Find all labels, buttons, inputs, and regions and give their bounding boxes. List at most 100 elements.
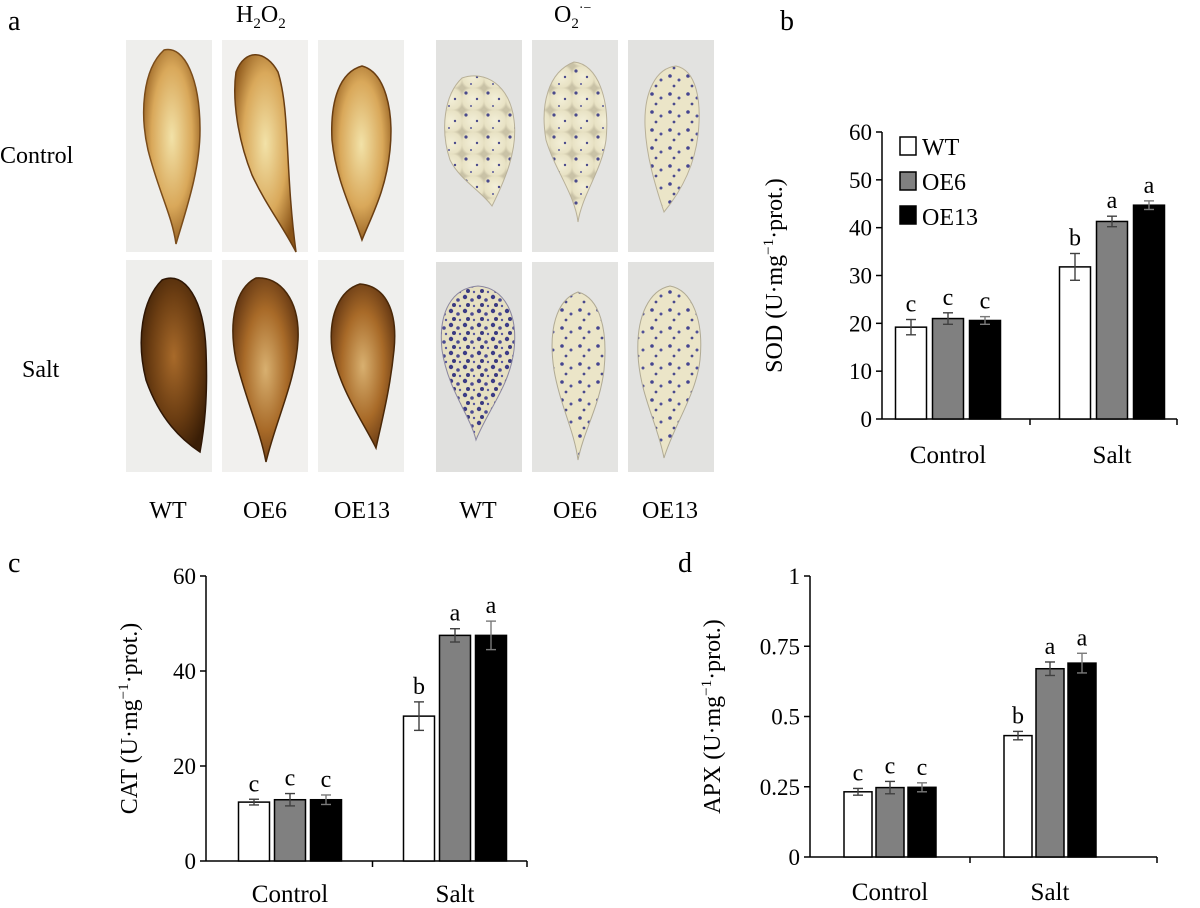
y-tick-label: 0.5 [771, 705, 800, 730]
y-axis-title: APX (U·mg−1·prot.) [699, 619, 726, 814]
y-axis-title: CAT (U·mg−1·prot.) [116, 623, 143, 815]
chart-apx: 0 0.25 0.5 0.75 1 Control Salt APX (U·mg−1·prot… [699, 564, 1158, 906]
significance-letter: b [1069, 225, 1081, 251]
bar-oe13-salt [474, 634, 508, 862]
leaf-h2o2-oe6-control [234, 54, 297, 253]
leaf-o2-oe6-control [543, 61, 608, 223]
significance-letter: a [1107, 188, 1118, 214]
leaf-h2o2-oe6-salt [232, 277, 299, 463]
y-tick-label: 20 [849, 311, 872, 336]
col-label-oe13-2: OE13 [642, 498, 698, 524]
significance-letter: c [906, 292, 917, 318]
bar-oe13-salt [1132, 204, 1166, 420]
bar-oe6-control [875, 786, 905, 858]
legend-swatch-oe13 [899, 205, 917, 225]
legend: WT OE6 OE13 [899, 135, 978, 231]
bar-wt-salt [402, 715, 436, 862]
significance-letter: b [1012, 703, 1024, 729]
panel-label-a: a [8, 6, 21, 37]
x-category-label: Control [252, 881, 328, 908]
y-tick-label: 40 [849, 216, 872, 241]
x-category-label: Salt [1031, 879, 1070, 906]
col-label-wt-2: WT [459, 498, 497, 524]
col-label-oe6-1: OE6 [243, 498, 287, 524]
leaf-o2-wt-salt [440, 285, 516, 442]
leaf-h2o2-oe13-control [331, 65, 392, 243]
y-tick-label: 40 [173, 659, 196, 684]
h2o2-header: H2O2 [236, 2, 286, 32]
significance-letter: c [980, 289, 991, 315]
h2o2-photos [126, 40, 404, 472]
y-tick-label: 0 [861, 407, 873, 432]
y-tick-label: 1 [789, 564, 801, 589]
leaf-h2o2-wt-salt [140, 277, 208, 454]
significance-letter: a [450, 601, 461, 627]
col-label-oe6-2: OE6 [553, 498, 597, 524]
col-label-oe13-1: OE13 [334, 498, 390, 524]
bar-oe6-control [273, 798, 307, 862]
y-tick-label: 0.25 [760, 775, 800, 800]
legend-swatch-oe6 [899, 171, 917, 191]
significance-letter: c [853, 760, 864, 786]
significance-letter: c [321, 767, 332, 793]
significance-letter: a [1144, 173, 1155, 199]
x-category-label: Control [910, 442, 986, 469]
x-category-label: Salt [436, 881, 475, 908]
significance-letter: c [943, 285, 954, 311]
bar-oe13-control [968, 319, 1002, 420]
bar-wt-control [894, 326, 928, 420]
significance-letter: b [413, 674, 425, 700]
y-tick-label: 0 [789, 845, 801, 870]
legend-label-oe6: OE6 [922, 170, 966, 196]
row-label-control: Control [0, 143, 74, 169]
bar-oe13-control [907, 786, 937, 858]
significance-letter: a [1045, 634, 1056, 660]
bar-wt-salt [1058, 266, 1092, 420]
legend-label-wt: WT [922, 135, 960, 161]
bar-oe6-salt [1035, 667, 1065, 858]
bar-oe6-salt [1095, 220, 1129, 420]
panel-label-d: d [678, 548, 692, 579]
bar-wt-salt [1003, 734, 1033, 858]
y-tick-label: 60 [173, 564, 196, 589]
significance-letter: c [249, 771, 260, 797]
leaf-o2-oe13-salt [637, 285, 702, 459]
column-labels: WT OE6 OE13 WT OE6 OE13 [149, 498, 698, 524]
bar-oe6-control [931, 317, 965, 420]
chart-sod: 0 10 20 30 40 50 60 Control Salt SOD (U·mg−1·prot… [761, 120, 1178, 469]
significance-letter: c [917, 755, 928, 781]
x-category-label: Salt [1093, 442, 1132, 469]
bar-oe6-salt [438, 634, 472, 862]
y-tick-label: 30 [849, 264, 872, 289]
significance-letter: c [285, 766, 296, 792]
y-axis-title: SOD (U·mg−1·prot.) [761, 178, 788, 373]
bar-oe13-salt [1067, 662, 1097, 858]
y-tick-label: 20 [173, 754, 196, 779]
legend-label-oe13: OE13 [922, 205, 978, 231]
leaf-o2-oe6-salt [551, 291, 606, 461]
legend-swatch-wt [899, 136, 917, 156]
significance-letter: a [1077, 625, 1088, 651]
leaf-o2-oe13-control [644, 65, 700, 214]
leaf-o2-wt-control [444, 75, 516, 207]
y-tick-label: 60 [849, 120, 872, 145]
bar-wt-control [237, 801, 271, 862]
significance-letter: a [486, 593, 497, 619]
bar-oe13-control [309, 798, 343, 862]
y-tick-label: 50 [849, 168, 872, 193]
bar-wt-control [843, 791, 873, 858]
y-tick-label: 10 [849, 359, 872, 384]
x-category-label: Control [852, 879, 928, 906]
superoxide-header: O2·− [554, 1, 592, 32]
leaf-h2o2-oe13-salt [330, 283, 396, 451]
col-label-wt-1: WT [149, 498, 187, 524]
leaf-h2o2-wt-control [142, 48, 201, 245]
row-label-salt: Salt [22, 357, 60, 383]
panel-label-b: b [780, 6, 794, 37]
y-tick-label: 0.75 [760, 634, 800, 659]
chart-cat: 0 20 40 60 Control Salt CAT (U·mg−1·prot.) c b c a… [116, 564, 528, 908]
panel-label-c: c [8, 548, 20, 579]
significance-letter: c [885, 753, 896, 779]
y-tick-label: 0 [185, 849, 197, 874]
